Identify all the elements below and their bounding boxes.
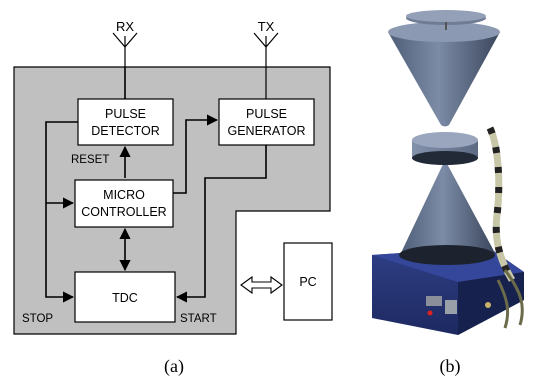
coax-cable [486,126,524,329]
caption-b: (b) [440,356,461,377]
stop-label: STOP [22,313,53,325]
tdc-block: TDC [74,271,176,323]
svg-text:PC: PC [299,275,316,289]
svg-text:PULSE: PULSE [105,107,146,121]
start-label: START [180,313,217,325]
svg-text:GENERATOR: GENERATOR [227,124,305,138]
board-pc-link-arrow [240,275,283,295]
lower-cone [399,155,495,265]
svg-text:DETECTOR: DETECTOR [91,124,160,138]
connections [45,67,267,303]
upper-cone [388,22,500,127]
pulse-generator-block: PULSE GENERATOR [218,98,315,146]
caption-a: (a) [164,356,184,377]
svg-text:CONTROLLER: CONTROLLER [81,205,166,219]
reset-label: RESET [71,154,109,166]
tx-label: TX [258,19,275,34]
micro-controller-block: MICRO CONTROLLER [74,179,174,228]
pulse-detector-block: PULSE DETECTOR [77,98,174,146]
rx-antenna-icon [112,32,138,67]
rx-label: RX [116,19,134,34]
tx-antenna-icon [253,32,279,99]
pc-block: PC [283,242,333,321]
svg-text:PULSE: PULSE [246,107,287,121]
middle-disk [412,132,478,165]
top-disk [406,10,486,30]
svg-text:TDC: TDC [112,291,138,305]
svg-text:MICRO: MICRO [103,188,145,202]
device-photo [372,10,524,335]
block-diagram: RX TX PULSE D [13,19,333,335]
